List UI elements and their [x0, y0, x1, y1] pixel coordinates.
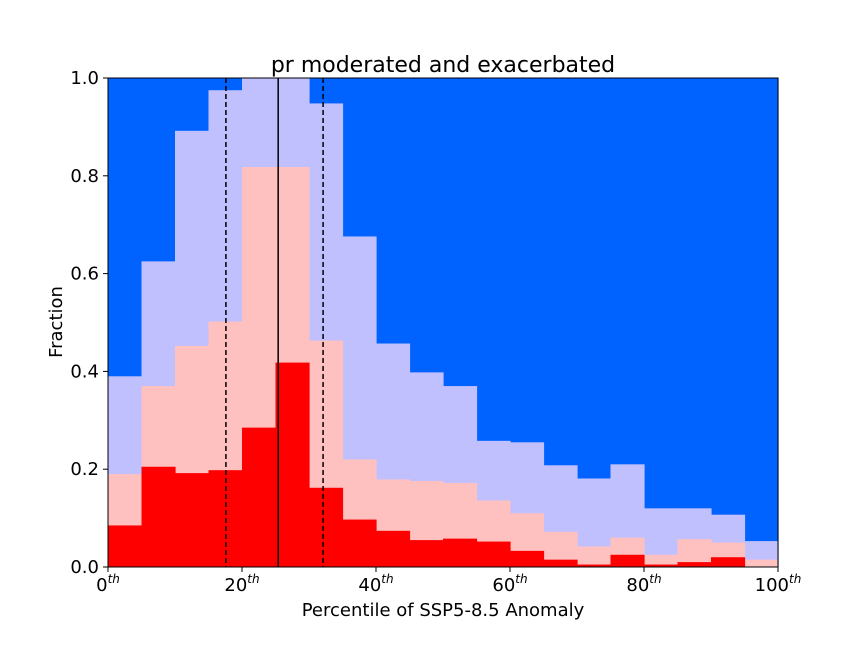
x-tick-label-3: 60th [492, 572, 527, 596]
reference-lines [225, 78, 324, 567]
bar-s0-12 [510, 550, 545, 567]
y-tick-label-4: 0.8 [70, 166, 99, 187]
bar-s0-15 [610, 554, 645, 567]
y-tick-label-5: 1.0 [70, 68, 99, 89]
x-tick-label-5: 100th [755, 572, 802, 596]
bar-s0-4 [242, 427, 277, 567]
y-tick-label-0: 0.0 [70, 557, 99, 578]
y-tick-label-1: 0.2 [70, 459, 99, 480]
bar-s3-16 [644, 78, 679, 567]
bar-s0-9 [409, 540, 444, 567]
bar-s3-19 [744, 78, 779, 567]
x-tick-label-2: 40th [358, 572, 393, 596]
y-axis: 0.0 0.2 0.4 0.6 0.8 1.0 [70, 68, 108, 578]
plot-frame [107, 77, 779, 568]
bar-s0-0 [108, 525, 143, 567]
x-tick-label-1: 20th [224, 572, 259, 596]
bar-s0-1 [141, 466, 176, 567]
bar-s1-16 [644, 554, 679, 567]
bar-s0-10 [443, 538, 478, 567]
bar-s3-18 [711, 78, 746, 567]
chart-title: pr moderated and exacerbated [271, 53, 615, 78]
bar-s0-13 [543, 559, 578, 567]
bar-s1-19 [744, 559, 779, 567]
x-tick-label-0: 0th [96, 572, 120, 596]
bar-s0-2 [175, 473, 210, 567]
bar-s0-17 [677, 562, 712, 567]
bar-s1-14 [577, 546, 612, 567]
y-tick-label-2: 0.4 [70, 361, 99, 382]
bar-s3-17 [677, 78, 712, 567]
bar-layer [108, 78, 779, 568]
bar-s0-6 [309, 487, 344, 567]
x-tick-label-4: 80th [626, 572, 661, 596]
y-axis-label: Fraction [46, 286, 67, 358]
bar-s0-16 [644, 564, 679, 567]
bar-s0-14 [577, 564, 612, 567]
bar-s0-11 [476, 541, 511, 567]
bar-s0-8 [376, 530, 411, 567]
y-tick-label-3: 0.6 [70, 264, 99, 285]
bar-s0-7 [342, 519, 377, 567]
bar-s0-5 [275, 362, 310, 567]
bar-s0-18 [711, 557, 746, 567]
x-axis-label: Percentile of SSP5-8.5 Anomaly [302, 600, 585, 621]
x-axis: 0th 20th 40th 60th 80th 100th [96, 567, 801, 596]
